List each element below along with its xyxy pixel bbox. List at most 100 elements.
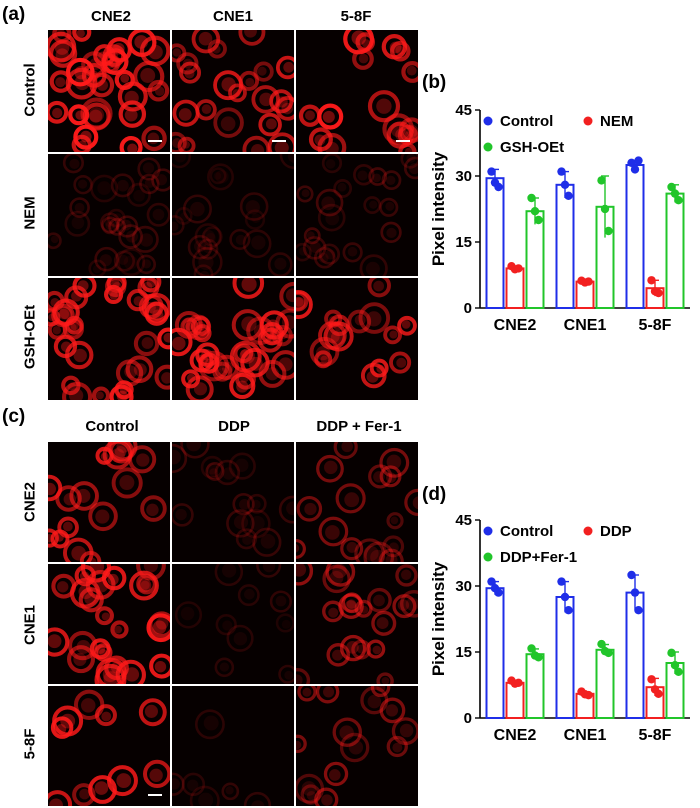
chart-b: Pixel intensity 0 15 30 45 CNE2 CNE1 5-8F Contro… — [422, 70, 692, 392]
cell-body — [316, 454, 344, 483]
cell-cytoplasm — [329, 769, 341, 781]
cell-body — [237, 584, 260, 607]
cell-body — [151, 168, 170, 192]
cell-membrane — [322, 600, 344, 623]
cell-membrane — [193, 324, 212, 343]
cell-membrane — [194, 223, 222, 251]
cell-body — [229, 340, 262, 373]
cell-membrane — [243, 791, 272, 806]
cell-body — [69, 481, 99, 511]
cell-body — [339, 732, 370, 763]
cell-body — [110, 173, 135, 198]
cell-cytoplasm — [363, 545, 379, 561]
cell-cytoplasm — [203, 715, 219, 731]
cell-body — [252, 527, 282, 557]
cell-membrane — [176, 52, 199, 75]
cell-body — [181, 369, 201, 389]
panel-c-row-header: CNE1 — [21, 604, 39, 646]
cell-membrane — [205, 461, 225, 481]
cell-fluorescence — [172, 709, 272, 806]
cell-cytoplasm — [201, 104, 212, 114]
data-point — [597, 176, 606, 185]
cell-cytoplasm — [172, 336, 186, 351]
cell-membrane — [191, 30, 221, 54]
cell-body — [73, 689, 105, 720]
cell-cytoplasm — [221, 77, 236, 92]
cell-body — [401, 61, 418, 83]
cell-cytoplasm — [386, 472, 397, 483]
cell-body — [192, 246, 223, 276]
cell-body — [172, 43, 187, 63]
cell-cytoplasm — [321, 794, 333, 806]
cell-cytoplasm — [320, 355, 329, 364]
cell-membrane — [108, 217, 127, 236]
cell-body — [67, 630, 98, 661]
cell-membrane — [133, 60, 165, 93]
data-point — [494, 588, 503, 597]
bar — [595, 648, 615, 719]
cell-body — [180, 442, 210, 459]
x-tick-label: 5-8F — [639, 727, 672, 744]
cell-membrane — [332, 717, 363, 747]
cell-cytoplasm — [357, 170, 368, 181]
cell-cytoplasm — [367, 694, 382, 709]
cell-cytoplasm — [142, 281, 153, 292]
cell-body — [106, 208, 126, 228]
cell-cytoplasm — [198, 328, 207, 337]
cell-body — [363, 196, 382, 214]
micrograph-cell — [296, 278, 418, 400]
data-point — [634, 606, 643, 615]
cell-membrane — [363, 541, 395, 562]
cell-cytoplasm — [399, 723, 414, 738]
x-tick-label: CNE1 — [564, 317, 607, 334]
cell-body — [267, 132, 294, 152]
cell-membrane — [214, 459, 241, 486]
data-point — [514, 678, 523, 687]
cell-body — [258, 359, 287, 388]
cell-body — [138, 698, 167, 727]
data-point — [534, 215, 543, 225]
micrograph-cell — [172, 154, 294, 276]
cell-cytoplasm — [76, 30, 85, 38]
cell-membrane — [368, 167, 388, 186]
data-point — [667, 648, 676, 658]
data-point — [514, 264, 523, 273]
cell-body — [229, 228, 251, 250]
cell-body — [367, 587, 392, 613]
cell-membrane — [73, 124, 99, 150]
cell-cytoplasm — [100, 452, 109, 461]
data-point — [557, 167, 566, 176]
bar — [555, 596, 575, 719]
cell-body — [397, 315, 417, 336]
cell-membrane — [141, 125, 167, 152]
cell-membrane — [251, 85, 280, 114]
cell-cytoplasm — [140, 580, 150, 590]
cell-cytoplasm — [245, 77, 255, 87]
cell-body — [100, 212, 121, 233]
cell-cytoplasm — [372, 645, 382, 655]
data-point — [600, 204, 610, 214]
cell-cytoplasm — [285, 288, 294, 303]
panel-a-row-header: Control — [21, 63, 39, 117]
cell-membrane — [400, 154, 418, 169]
cell-body — [141, 292, 170, 323]
cell-body — [303, 227, 321, 245]
cell-body — [136, 254, 157, 275]
cell-membrane — [129, 570, 159, 601]
cell-cytoplasm — [60, 341, 72, 353]
data-point — [530, 207, 540, 216]
cell-cytoplasm — [386, 227, 397, 238]
cell-body — [215, 614, 237, 636]
cell-membrane — [404, 488, 418, 517]
cell-cytoplasm — [112, 282, 122, 292]
cell-fluorescence — [172, 30, 294, 152]
cell-membrane — [386, 121, 414, 149]
cell-cytoplasm — [143, 564, 158, 573]
cell-body — [368, 167, 388, 186]
cell-body — [137, 157, 161, 181]
cell-body — [323, 761, 349, 787]
cell-cytoplasm — [412, 496, 418, 510]
cell-body — [379, 465, 402, 488]
cell-cytoplasm — [325, 525, 340, 540]
cell-body — [194, 709, 225, 740]
